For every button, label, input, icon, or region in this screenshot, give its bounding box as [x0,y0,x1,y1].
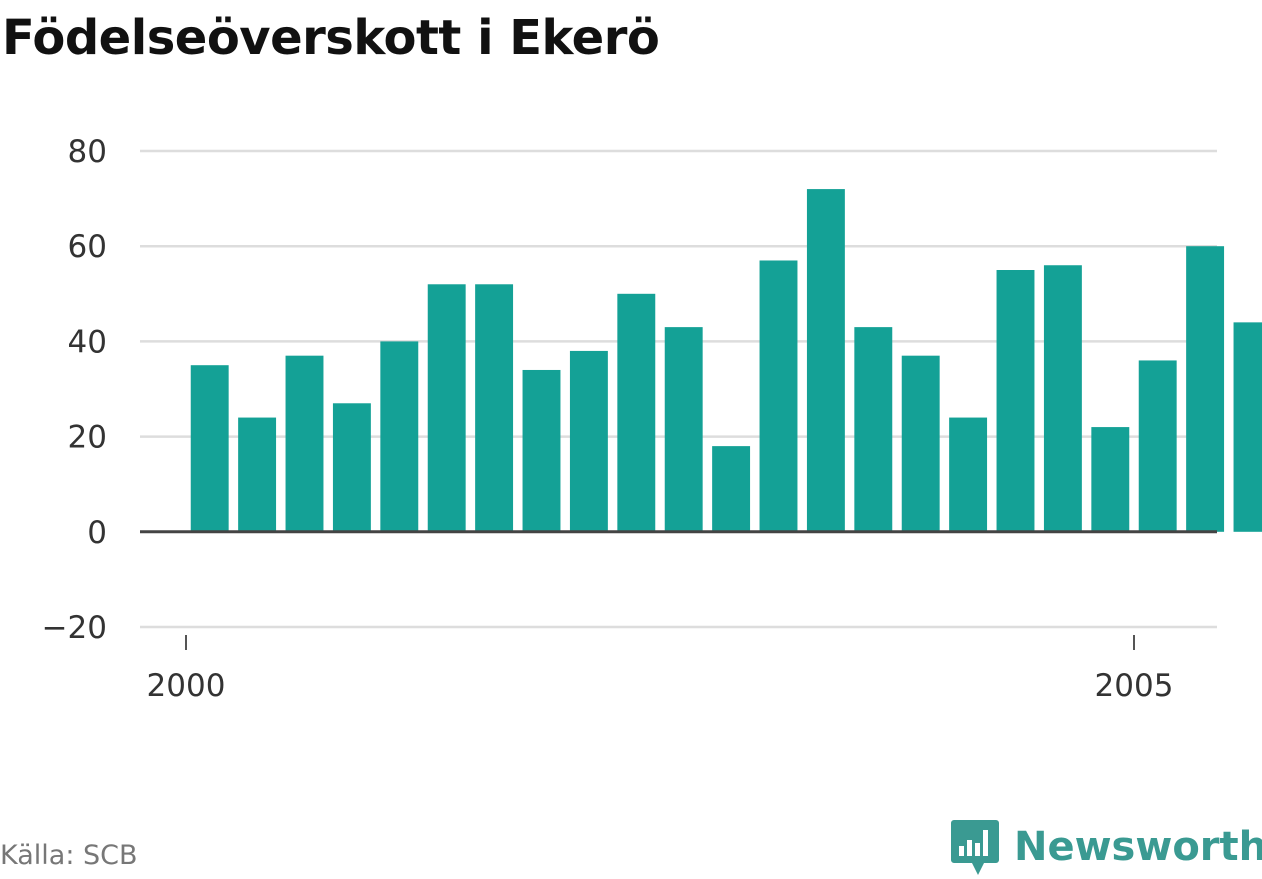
source-label: Källa: SCB [0,840,138,871]
y-tick-label: −20 [42,610,107,646]
bar [332,403,371,532]
bar [1233,322,1262,532]
bar [522,369,561,532]
chart-title: Födelseöverskott i Ekerö [2,10,660,66]
axes: −20020406080200020052010201520202025 [42,134,1217,704]
bar [1043,265,1082,532]
bar [569,350,608,532]
bars [190,189,1262,532]
brand-logo: Newsworthy [950,818,1262,876]
brand-name: Newsworthy [1014,824,1262,870]
x-tick-label: 2000 [147,668,226,704]
bar [664,327,703,532]
bar [712,446,751,532]
y-tick-label: 20 [68,420,107,456]
bar [1186,246,1225,532]
bar [806,189,845,532]
bar [190,365,229,532]
bar [1091,427,1130,532]
bar [380,341,419,532]
newsworthy-logo-icon [951,820,999,875]
bar [1138,360,1177,532]
bar [475,284,514,532]
y-tick-label: 80 [68,134,107,170]
bar [427,284,466,532]
bar [901,355,940,532]
y-tick-label: 40 [68,324,107,360]
bar [949,417,988,532]
y-tick-label: 0 [87,515,107,551]
y-tick-label: 60 [68,229,107,265]
bar [238,417,277,532]
bar [617,293,656,532]
bar [854,327,893,532]
bar [285,355,324,532]
bar [759,260,798,532]
x-tick-label: 2005 [1095,668,1174,704]
bar [996,270,1035,532]
